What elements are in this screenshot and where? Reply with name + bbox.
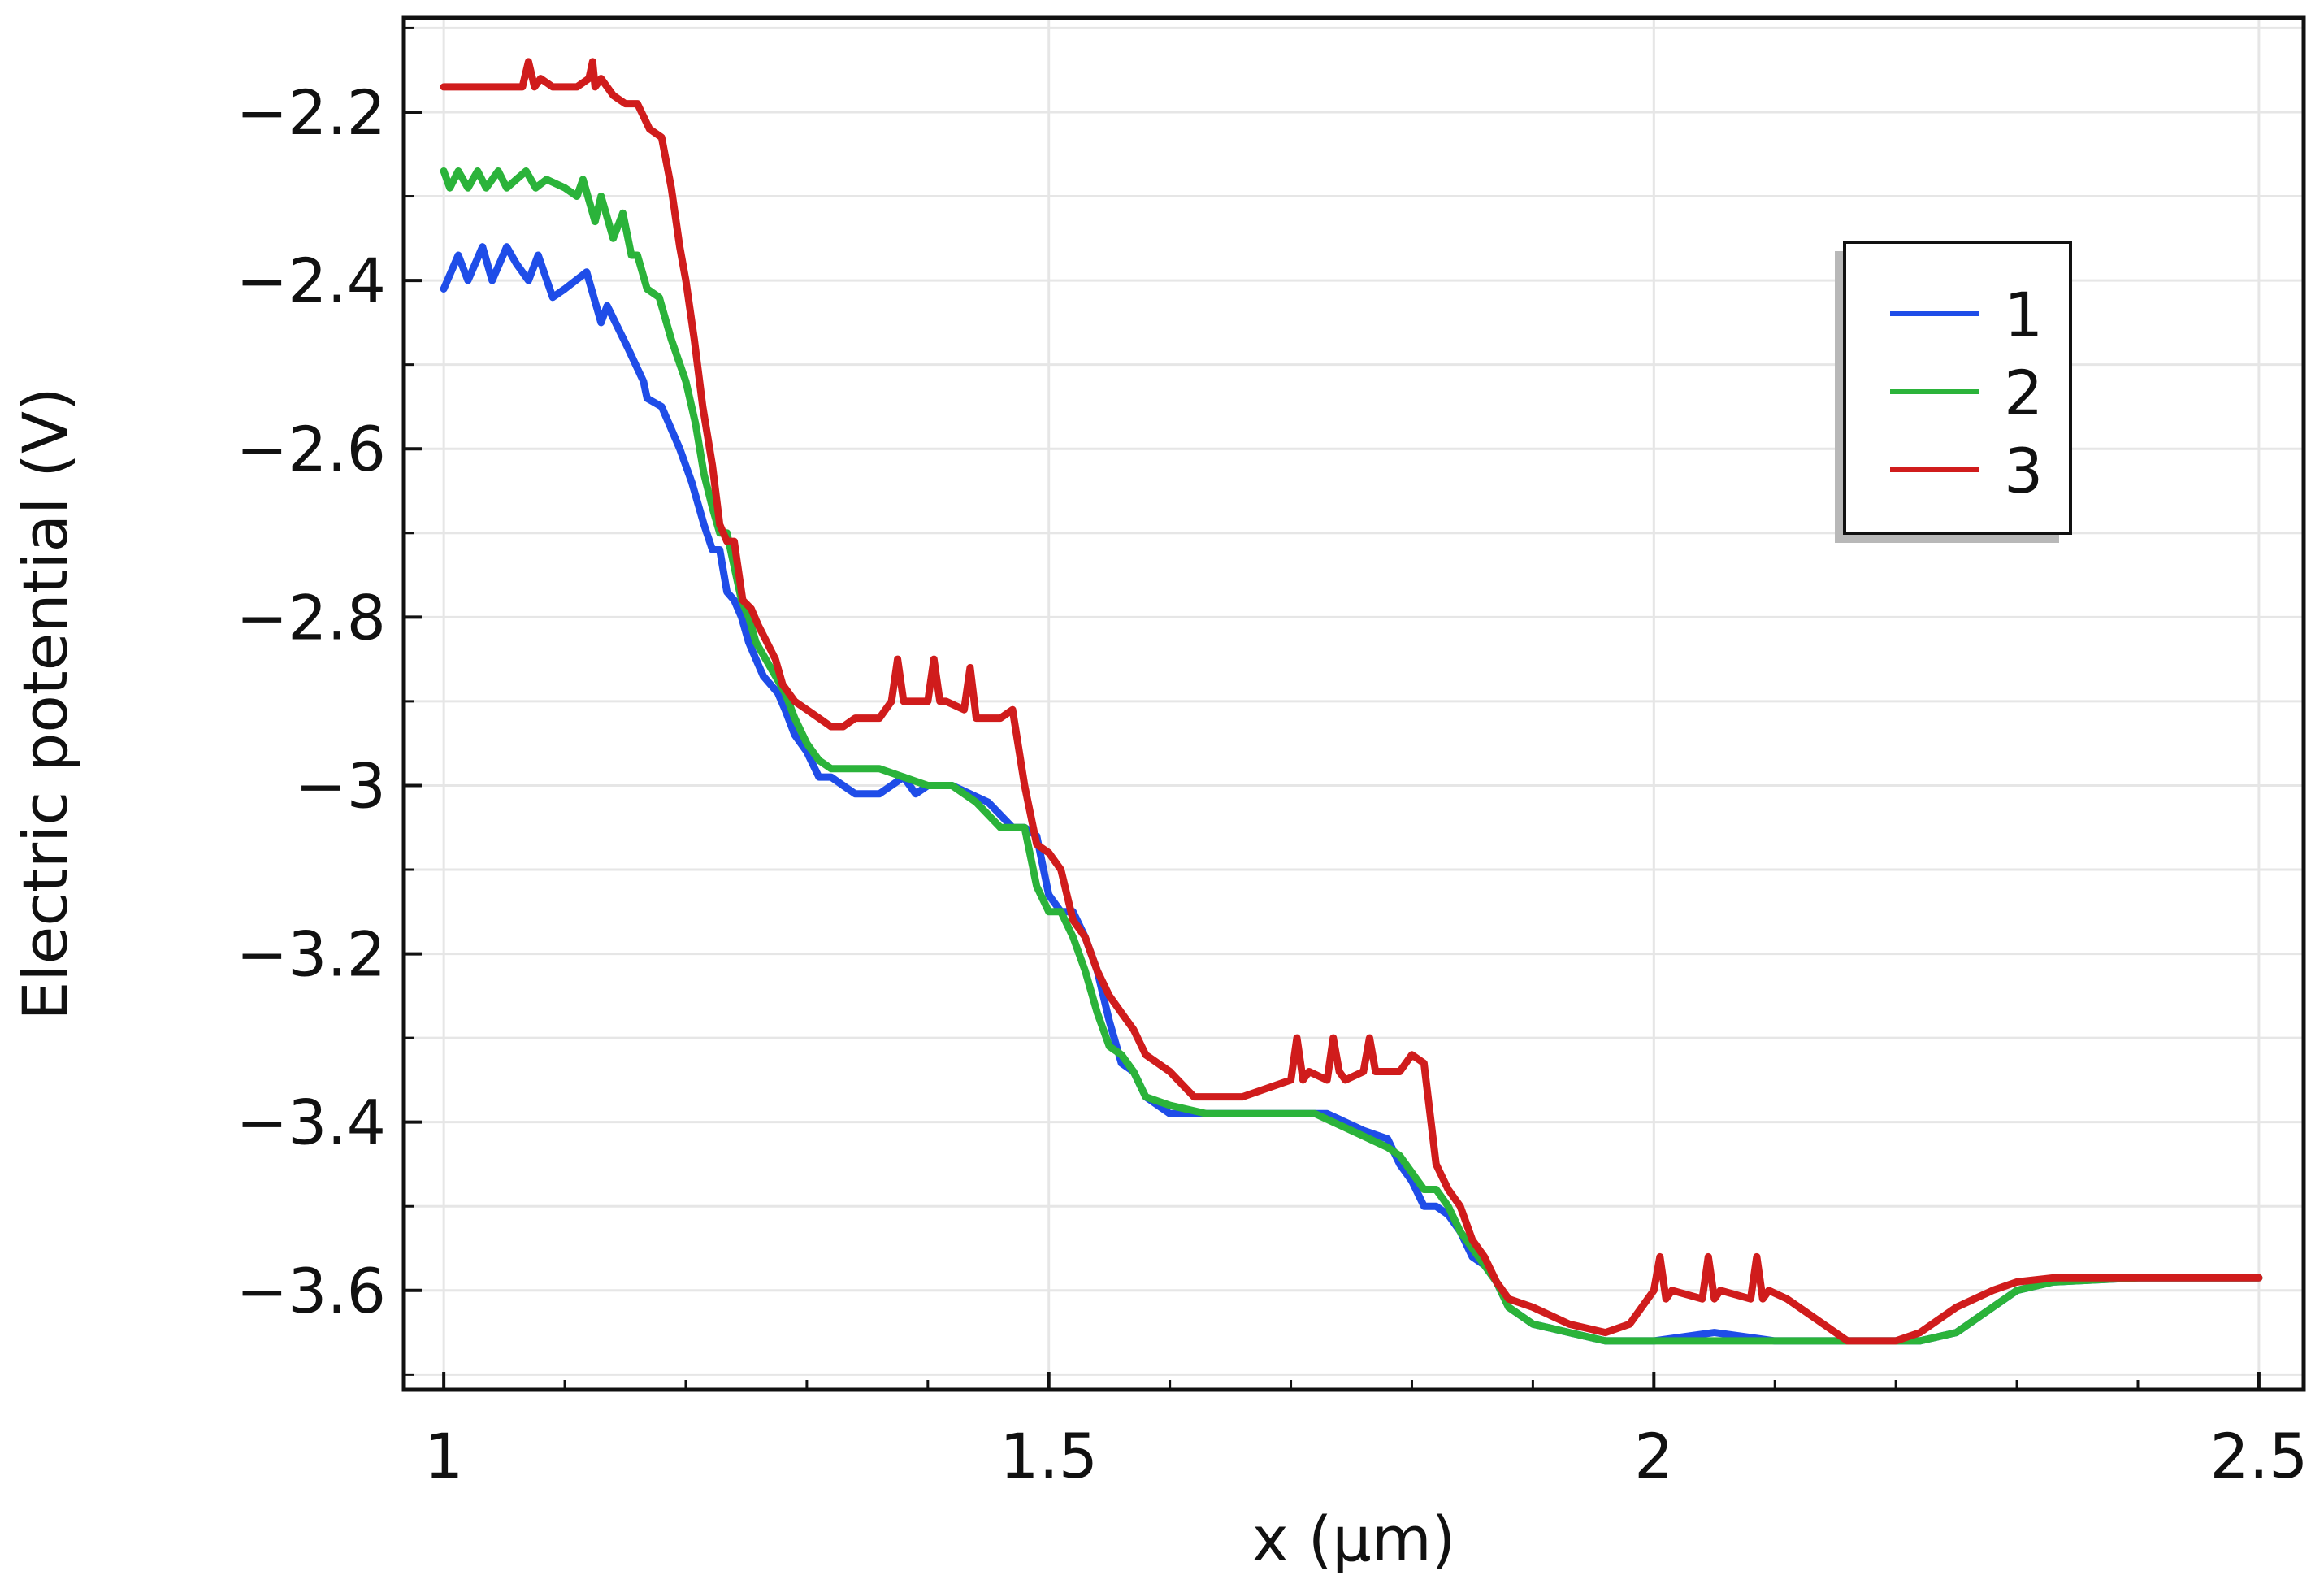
legend-label-3: 3 xyxy=(2004,435,2043,507)
x-tick-label: 1 xyxy=(424,1420,463,1492)
x-tick-label: 2 xyxy=(1634,1420,1673,1492)
y-axis-ticks: −2.2 −2.4 −2.6 −2.8 −3 −3.2 −3.4 −3.6 xyxy=(236,26,422,1376)
legend-label-2: 2 xyxy=(2004,357,2043,429)
series-layer xyxy=(440,58,2263,1345)
y-tick-label: −3.4 xyxy=(236,1087,386,1159)
y-tick-label: −3.6 xyxy=(236,1255,386,1327)
y-tick-label: −2.6 xyxy=(236,413,386,485)
grid-lines xyxy=(404,18,2304,1390)
legend-box xyxy=(1843,241,2072,535)
x-axis-title: x (µm) xyxy=(1252,1503,1456,1575)
legend: 123 xyxy=(1835,241,2072,543)
y-tick-label: −2.2 xyxy=(236,76,386,149)
y-tick-label: −3 xyxy=(295,749,386,822)
x-tick-label: 1.5 xyxy=(999,1420,1098,1492)
x-tick-label: 2.5 xyxy=(2209,1420,2308,1492)
x-axis-ticks: 1 1.5 2 2.5 xyxy=(424,1372,2308,1492)
y-tick-label: −2.8 xyxy=(236,581,386,653)
plot-area-frame xyxy=(401,15,2306,1392)
y-tick-label: −2.4 xyxy=(236,245,386,317)
y-tick-label: −3.2 xyxy=(236,918,386,991)
y-axis-title: Electric potential (V) xyxy=(9,387,81,1020)
legend-label-1: 1 xyxy=(2004,279,2043,351)
series-line-2 xyxy=(440,167,2263,1345)
series-line-3 xyxy=(440,58,2263,1345)
